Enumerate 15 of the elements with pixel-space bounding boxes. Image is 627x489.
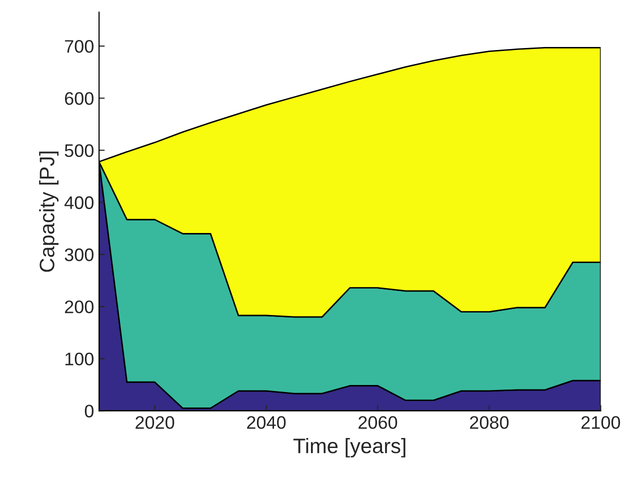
- y-tick-label: 200: [64, 300, 94, 314]
- x-tick-label: 2020: [136, 416, 174, 429]
- y-tick-label: 500: [64, 144, 94, 157]
- y-tick-label: 400: [64, 196, 94, 210]
- y-tick-label: 700: [65, 40, 94, 53]
- x-axis-title: Time [years]: [293, 438, 406, 458]
- y-tick-label: 100: [65, 352, 94, 366]
- x-tick-label: 2100: [581, 416, 620, 429]
- y-axis-title: Capacity [PJ]: [39, 152, 59, 272]
- x-tick-label: 2080: [470, 416, 509, 429]
- y-tick-label: 300: [64, 248, 94, 262]
- y-tick-label: 600: [65, 92, 94, 105]
- x-tick-label: 2060: [358, 416, 398, 429]
- x-tick-label: 2040: [247, 416, 286, 429]
- y-tick-label: 0: [84, 404, 94, 418]
